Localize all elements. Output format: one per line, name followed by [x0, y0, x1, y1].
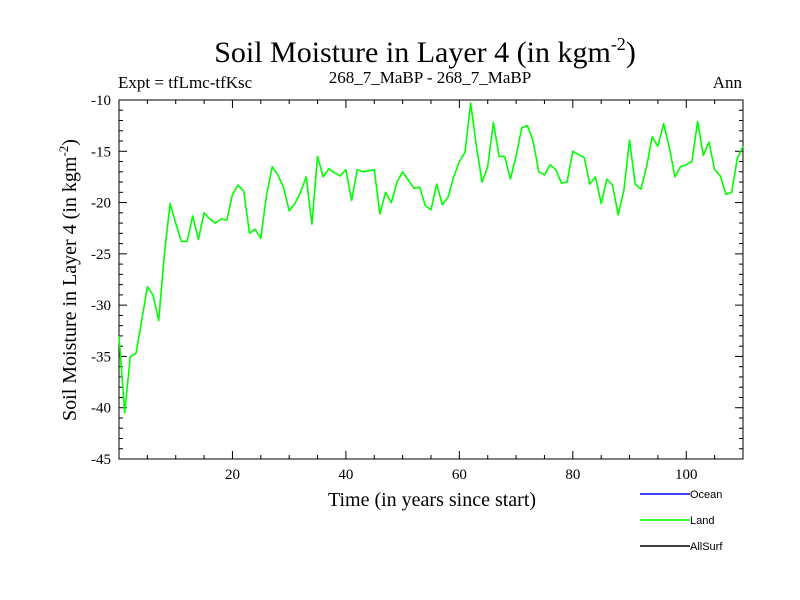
y-tick-label: -10 [91, 93, 111, 109]
x-tick-label: 80 [565, 467, 580, 483]
x-tick-label: 40 [338, 467, 353, 483]
y-tick-label: -20 [91, 196, 111, 212]
y-tick-label: -25 [91, 247, 111, 263]
x-axis-label: Time (in years since start) [328, 489, 536, 511]
legend: Ocean Land AllSurf [640, 489, 723, 553]
chart-title: Soil Moisture in Layer 4 (in kgm-2) [214, 34, 636, 69]
subtitle-left: Expt = tfLmc-tfKsc [118, 73, 253, 92]
y-tick-label: -35 [91, 349, 111, 365]
legend-label-ocean: Ocean [690, 489, 722, 501]
y-tick-label: -15 [91, 144, 111, 160]
series-line-land [118, 102, 744, 414]
subtitle-right: Ann [713, 73, 743, 92]
x-tick-label: 20 [225, 467, 240, 483]
series-layer [118, 102, 744, 414]
y-tick-label: -30 [91, 298, 111, 314]
x-tick-label: 100 [675, 467, 698, 483]
axis-ticks: 20 40 60 80 100 -10 -15 -20 -25 -30 -35 -40 -45 [91, 93, 743, 483]
y-axis-label: Soil Moisture in Layer 4 (in kgm-2) [56, 139, 81, 421]
legend-label-allsurf: AllSurf [690, 541, 723, 553]
y-tick-label: -40 [91, 401, 111, 417]
y-tick-label: -45 [91, 452, 111, 468]
subtitle-center: 268_7_MaBP - 268_7_MaBP [329, 68, 531, 87]
legend-label-land: Land [690, 515, 714, 527]
x-tick-label: 60 [452, 467, 467, 483]
